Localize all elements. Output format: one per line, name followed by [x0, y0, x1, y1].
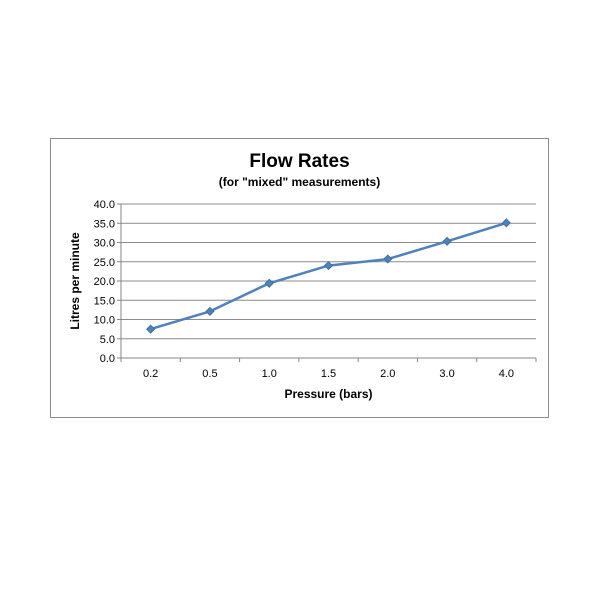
x-tick-label: 2.0: [380, 368, 395, 380]
plot-area: 0.0 5.0 10.0 15.0 20.0 25.0 30.0 35.0 40.0 0.2 0.5…: [68, 199, 537, 401]
y-tick-label: 30.0: [94, 238, 115, 250]
data-point-marker: [146, 324, 156, 334]
y-tick-label: 20.0: [94, 276, 115, 288]
chart-container: Flow Rates (for "mixed" measurements) 0.…: [50, 138, 549, 418]
x-tick-label: 0.2: [143, 368, 158, 380]
y-tick-label: 25.0: [94, 257, 115, 269]
chart-title: Flow Rates: [249, 151, 350, 172]
y-tick-label: 0.0: [100, 353, 115, 365]
data-point-marker: [264, 278, 274, 288]
x-tick-label: 1.5: [321, 368, 336, 380]
data-point-marker: [442, 236, 452, 246]
data-point-marker: [501, 218, 511, 228]
x-axis-title: Pressure (bars): [284, 387, 372, 401]
y-tick-label: 40.0: [94, 199, 115, 211]
y-tick-label: 5.0: [100, 334, 115, 346]
data-point-marker: [323, 261, 334, 271]
x-tick-label: 4.0: [499, 368, 514, 380]
y-axis-title: Litres per minute: [68, 232, 82, 330]
data-point-marker: [383, 254, 393, 264]
x-tick-label: 1.0: [262, 368, 277, 380]
y-tick-label: 15.0: [94, 295, 115, 307]
y-tick-label: 10.0: [94, 315, 115, 327]
x-tick-label: 0.5: [202, 368, 217, 380]
data-point-marker: [205, 306, 215, 316]
x-tick-label: 3.0: [439, 368, 454, 380]
chart-subtitle: (for "mixed" measurements): [218, 175, 381, 189]
y-tick-label: 35.0: [94, 218, 115, 230]
series-line: [150, 221, 507, 331]
